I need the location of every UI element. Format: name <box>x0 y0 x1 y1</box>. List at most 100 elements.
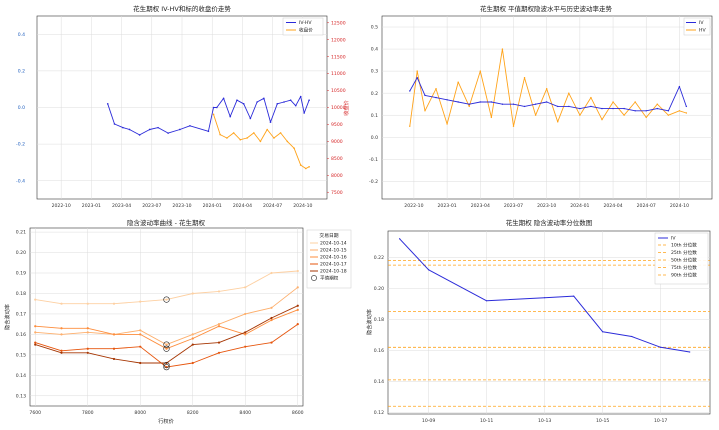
chart3-series-point <box>86 351 89 354</box>
chart2-point-hv <box>479 70 481 72</box>
chart3-series-point <box>270 271 273 275</box>
chart1-x-tick-label: 2024-10 <box>293 203 312 209</box>
chart2-point-iv <box>656 107 659 110</box>
chart4-point-iv <box>486 300 488 302</box>
chart3-legend: 交易日期 2024-10-142024-10-152024-10-162024-… <box>306 229 352 289</box>
chart3-series-line <box>35 286 299 346</box>
chart3-series-point <box>34 341 37 344</box>
chart3-series-point <box>217 323 221 326</box>
chart3-series-point <box>112 347 116 350</box>
chart1-y-left-tick-label: 0.0 <box>18 105 25 111</box>
chart3-series-point <box>139 300 142 303</box>
chart-ivhv-price: 花生期权 IV-HV和标的收盘价走势 2022-10 2023-01 2023-04… <box>16 4 350 209</box>
chart3-series-point <box>244 345 247 348</box>
chart2-lines <box>409 48 688 127</box>
chart3-series-point <box>244 312 247 316</box>
chart3-series-point <box>296 286 299 289</box>
chart1-point-ivhv <box>236 99 238 101</box>
chart1-point-ivhv <box>308 99 310 101</box>
chart1-y-right-tick-label: 8500 <box>331 156 343 162</box>
chart2-frame <box>381 15 713 200</box>
chart2-point-hv <box>656 103 659 105</box>
chart3-lines <box>34 269 299 371</box>
chart2-point-hv <box>685 112 688 114</box>
legend-label-iv: IV <box>699 20 704 26</box>
chart2-point-iv <box>424 94 426 97</box>
chart3-series-point <box>296 323 299 326</box>
chart1-point-ivhv <box>263 97 265 100</box>
chart3-series-point <box>60 349 63 352</box>
chart2-point-iv <box>634 110 636 112</box>
chart2-legend-box <box>683 17 711 36</box>
chart4-legend-label-iv: IV <box>671 236 676 242</box>
chart1-y-left-tick-label: -0.2 <box>16 142 25 148</box>
chart1-point-price <box>259 140 262 143</box>
chart3-y-tick-label: 0.18 <box>16 291 26 297</box>
chart1-point-price <box>253 132 255 134</box>
chart2-point-hv <box>490 116 493 119</box>
chart1-y-right-tick-label: 11500 <box>331 54 346 60</box>
chart3-series-point <box>86 327 89 330</box>
chart1-y-right-tick-label: 12000 <box>331 37 346 43</box>
chart4-y-tick-label: 0.14 <box>374 379 384 385</box>
chart1-grid <box>37 16 327 199</box>
legend-label-price: 收盘价 <box>299 27 313 34</box>
chart2-point-iv <box>667 110 670 112</box>
chart3-series-point <box>139 345 142 348</box>
chart3-title: 隐含波动率曲线 - 花生期权 <box>127 218 205 227</box>
chart1-point-ivhv <box>128 128 131 131</box>
chart1-point-ivhv <box>157 126 159 129</box>
chart1-point-ivhv <box>242 103 245 105</box>
chart4-point-iv <box>544 297 546 299</box>
chart2-point-hv <box>678 110 681 112</box>
chart2-point-iv <box>416 77 418 79</box>
legend-label-hv: HV <box>699 28 706 34</box>
chart2-point-hv <box>523 77 526 79</box>
chart3-series-point <box>296 308 299 311</box>
chart1-legend: IV-HV 收盘价 <box>282 17 324 36</box>
chart3-y-tick-label: 0.20 <box>16 250 26 256</box>
chart1-x-tick-label: 2023-07 <box>142 203 161 209</box>
chart2-x-tick-label: 2022-10 <box>404 203 423 209</box>
chart1-series-price <box>213 114 310 169</box>
chart3-series-point <box>34 325 37 328</box>
chart3-series-point <box>34 331 37 334</box>
chart2-title: 花生期权 平值期权隐波水平与历史波动率走势 <box>480 4 613 13</box>
chart3-series-point <box>191 343 194 346</box>
chart1-y-right-tick-label: 11000 <box>331 71 346 77</box>
chart2-x-tick-label: 2024-04 <box>603 203 622 209</box>
chart3-series-point <box>112 333 116 336</box>
chart1-point-price <box>305 167 307 170</box>
chart2-point-hv <box>534 114 537 116</box>
chart1-point-ivhv <box>138 134 141 136</box>
chart1-y-left-tick-label: 0.2 <box>18 69 25 75</box>
chart1-y-right-tick-label: 10000 <box>331 105 346 111</box>
chart1-series-ivhv <box>107 96 310 136</box>
chart3-series-point <box>244 333 247 336</box>
chart1-x-tick-label: 2022-10 <box>52 203 71 209</box>
chart4-x-tick-label: 10-17 <box>654 418 667 424</box>
chart4-y-ticks: 0.22 0.20 0.18 0.16 0.14 0.12 <box>374 255 384 416</box>
chart4-x-ticks: 10-09 10-11 10-13 10-15 10-17 <box>422 418 667 424</box>
chart3-atm-marker <box>163 341 170 348</box>
chart2-point-iv <box>645 110 647 112</box>
chart3-x-tick-label: 8200 <box>187 410 199 416</box>
chart1-point-ivhv <box>289 99 292 101</box>
chart2-point-iv <box>501 103 504 105</box>
chart2-x-ticks: 2022-10 2023-01 2023-04 2023-07 2023-10 2024-… <box>404 203 689 209</box>
chart2-y-tick-label: 0.4 <box>371 47 378 53</box>
chart3-series-point <box>60 351 63 354</box>
chart2-y-tick-label: 0.2 <box>371 91 378 97</box>
chart2-point-hv <box>409 125 411 127</box>
chart1-point-price <box>266 128 268 131</box>
chart3-series-point <box>191 337 194 340</box>
chart4-x-tick-label: 10-13 <box>538 418 551 424</box>
chart3-series-point <box>34 343 37 346</box>
chart2-point-hv <box>468 105 470 108</box>
chart3-y-tick-label: 0.17 <box>16 312 26 318</box>
chart3-series-point <box>86 302 89 305</box>
chart1-point-price <box>232 132 235 134</box>
chart4-legend-box <box>654 232 709 285</box>
chart-iv-smile: 隐含波动率曲线 - 花生期权 7600 7800 8000 8200 8400 8600 … <box>3 218 352 425</box>
